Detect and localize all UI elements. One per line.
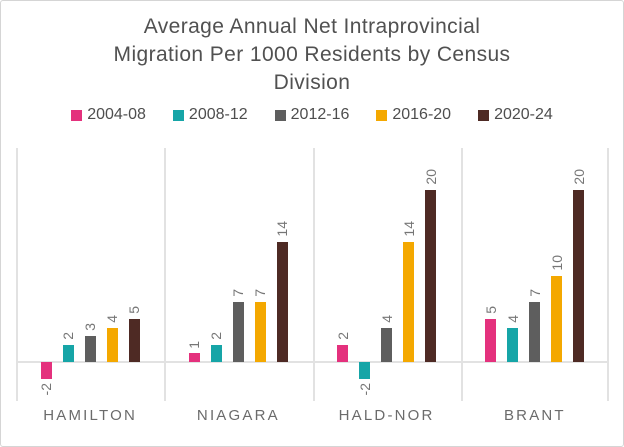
chart-title: Average Annual Net Intraprovincial Migra… — [1, 1, 623, 97]
bar-2008-12-hamilton — [62, 344, 74, 362]
legend-swatch-icon — [71, 109, 83, 121]
value-label-2004-08-niagara: 1 — [186, 340, 203, 349]
bar-2016-20-niagara — [254, 301, 266, 362]
value-label-2004-08-brant: 5 — [482, 306, 499, 314]
category-label-hald-nor: HALD-NOR — [338, 407, 435, 424]
bar-2004-08-hald-nor — [337, 344, 349, 362]
bar-2020-24-brant — [573, 190, 585, 362]
panel-separator-line — [312, 148, 315, 401]
value-label-2008-12-niagara: 2 — [208, 332, 225, 340]
value-label-2016-20-hamilton: 4 — [104, 314, 121, 323]
legend-label: 2004-08 — [87, 106, 146, 123]
bar-2012-16-niagara — [232, 301, 244, 362]
bar-2012-16-brant — [529, 301, 541, 362]
value-label-2012-16-brant: 7 — [526, 289, 543, 297]
legend-swatch-icon — [274, 109, 286, 121]
value-label-2016-20-hald-nor: 14 — [400, 221, 417, 237]
legend-label: 2020-24 — [494, 106, 553, 123]
bar-2020-24-hamilton — [128, 319, 140, 362]
value-label-2004-08-hald-nor: 2 — [334, 332, 351, 340]
value-label-2012-16-hald-nor: 4 — [378, 314, 395, 323]
bar-2012-16-hamilton — [84, 336, 96, 362]
value-label-2020-24-niagara: 14 — [274, 221, 291, 237]
value-label-2020-24-hamilton: 5 — [126, 306, 143, 314]
bar-2008-12-hald-nor — [359, 362, 371, 380]
value-label-2020-24-brant: 20 — [570, 169, 587, 185]
legend-item-2016-20: 2016-20 — [376, 105, 451, 125]
legend-label: 2016-20 — [392, 106, 452, 123]
bar-2020-24-hald-nor — [425, 190, 437, 362]
category-label-hamilton: HAMILTON — [43, 407, 137, 424]
value-label-2004-08-hamilton: -2 — [38, 383, 55, 396]
legend-label: 2012-16 — [290, 106, 350, 123]
bar-2004-08-brant — [485, 319, 497, 362]
panel-separator-line — [16, 148, 18, 401]
legend-swatch-icon — [172, 109, 184, 121]
panel-separator-line — [460, 148, 463, 401]
value-label-2012-16-hamilton: 3 — [82, 323, 99, 332]
value-label-2020-24-hald-nor: 20 — [422, 169, 439, 185]
legend-item-2020-24: 2020-24 — [478, 105, 553, 125]
bar-2012-16-hald-nor — [381, 327, 393, 362]
value-label-2008-12-hamilton: 2 — [60, 332, 77, 340]
legend-item-2008-12: 2008-12 — [172, 105, 248, 125]
value-label-2008-12-hald-nor: -2 — [356, 383, 373, 396]
chart-title-line-3: Division — [273, 71, 351, 94]
zero-axis-line — [16, 361, 609, 363]
bar-2016-20-brant — [551, 276, 563, 362]
category-label-niagara: NIAGARA — [196, 407, 280, 424]
panel-separator-line — [164, 148, 167, 401]
category-label-brant: BRANT — [503, 407, 566, 424]
plot-area: -2 2 3 4 5 1 2 7 7 14 2 -2 4 14 20 5 4 7 10 20 — [16, 148, 609, 401]
value-label-2016-20-brant: 10 — [548, 255, 565, 271]
bar-2008-12-niagara — [210, 344, 222, 362]
chart-title-line-1: Average Annual Net Intraprovincial — [143, 15, 481, 38]
value-label-2016-20-niagara: 7 — [252, 289, 269, 297]
bar-2016-20-hald-nor — [403, 241, 415, 362]
legend-label: 2008-12 — [188, 106, 248, 123]
legend-swatch-icon — [478, 109, 490, 121]
chart-title-line-2: Migration Per 1000 Residents by Census — [113, 43, 511, 66]
legend-item-2004-08: 2004-08 — [71, 105, 146, 125]
value-label-2008-12-brant: 4 — [504, 314, 521, 323]
legend-item-2012-16: 2012-16 — [274, 105, 350, 125]
bar-2004-08-niagara — [188, 353, 200, 362]
legend-swatch-icon — [376, 109, 388, 121]
bar-2020-24-niagara — [276, 241, 288, 362]
bar-2008-12-brant — [507, 327, 519, 362]
bar-2004-08-hamilton — [40, 362, 52, 380]
legend: 2004-08 2008-12 2012-16 2016-20 2020-24 — [1, 105, 623, 125]
panel-separator-line — [607, 148, 609, 401]
bar-2016-20-hamilton — [106, 327, 118, 362]
value-label-2012-16-niagara: 7 — [230, 289, 247, 297]
